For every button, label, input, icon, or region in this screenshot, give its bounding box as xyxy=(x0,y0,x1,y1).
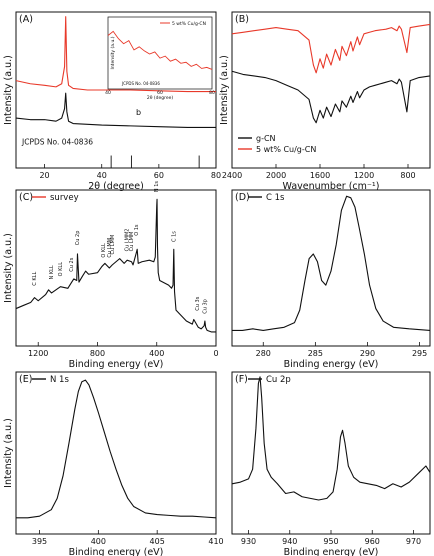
series-line-5-wt-cu-g-cn xyxy=(231,23,431,74)
plot-frame xyxy=(15,371,217,535)
x-tick-label: 800 xyxy=(90,349,105,358)
x-tick-label: 410 xyxy=(208,537,223,546)
legend-label: 5 wt% Cu/g-CN xyxy=(256,145,316,154)
inset-frame xyxy=(107,16,213,90)
series-line-n-1s xyxy=(16,379,217,519)
x-tick-label: 20 xyxy=(39,171,49,180)
peak-label: O KLL xyxy=(101,243,107,258)
inset-note: JCPDS No. 04-0836 xyxy=(121,81,160,86)
inset-plot: 40 60 80 2θ (degree) Intensity (a.u.) 5 wt% C… xyxy=(105,16,215,101)
inset-legend-text: 5 wt% Cu/g-CN xyxy=(172,21,206,27)
y-axis-label: Intensity (a.u.) xyxy=(3,418,14,488)
panel-e: 395 400 405 410 Binding energy (eV) Intensity… xyxy=(3,371,224,556)
x-tick-label: 930 xyxy=(241,537,256,546)
peak-label: Cu LMM2 xyxy=(125,229,131,252)
y-axis-label: Intensity (a.u.) xyxy=(219,55,230,125)
panel-label: (F) xyxy=(235,374,248,385)
x-tick-label: 0 xyxy=(213,349,218,358)
series-line-survey xyxy=(15,198,216,333)
x-tick-label: 970 xyxy=(406,537,421,546)
legend-label: g-CN xyxy=(256,134,276,143)
legend-label: survey xyxy=(50,193,79,203)
x-tick-label: 800 xyxy=(400,171,415,180)
x-axis-label: Binding energy (eV) xyxy=(284,359,379,370)
x-tick-label: 60 xyxy=(154,171,164,180)
y-axis-label: Intensity (a.u.) xyxy=(3,55,14,125)
peak-label: Cu LMM xyxy=(107,238,113,258)
panel-label: (E) xyxy=(19,374,32,385)
x-tick-label: 1600 xyxy=(310,171,330,180)
panel-d: 280 285 290 295 Binding energy (eV) (D) C 1s xyxy=(231,189,431,370)
x-tick-label: 960 xyxy=(365,537,380,546)
panel-c: 1200 800 400 0 Binding energy (eV) Intensity … xyxy=(3,181,219,370)
curve-label-b: b xyxy=(136,108,141,117)
inset-x-tick-label: 60 xyxy=(157,90,163,96)
x-axis-label: Binding energy (eV) xyxy=(69,359,164,370)
series-line-c-1s xyxy=(232,195,431,331)
plot-frame xyxy=(15,11,217,169)
inset-x-tick-label: 80 xyxy=(209,90,215,96)
legend-label: N 1s xyxy=(50,375,69,385)
panel-label: (B) xyxy=(235,14,249,25)
peak-label: Cu 3p xyxy=(202,299,208,314)
x-tick-label: 940 xyxy=(282,537,297,546)
inset-x-axis-label: 2θ (degree) xyxy=(147,95,174,101)
peak-label: N KLL xyxy=(49,265,55,279)
peak-label: C 1s xyxy=(171,231,177,242)
panel-label: (D) xyxy=(235,192,250,203)
plot-frame xyxy=(15,189,217,347)
legend-label: C 1s xyxy=(266,193,285,203)
panel-label: (C) xyxy=(19,192,33,203)
x-tick-label: 280 xyxy=(256,349,271,358)
x-tick-label: 80 xyxy=(211,171,221,180)
peak-label: Cu LMM xyxy=(129,232,135,252)
x-tick-label: 1200 xyxy=(28,349,48,358)
series-line-g-cn xyxy=(231,70,431,124)
series-line-b xyxy=(15,92,216,128)
peak-label: O 1s xyxy=(134,224,140,236)
x-tick-label: 2400 xyxy=(222,171,242,180)
x-tick-label: 295 xyxy=(412,349,427,358)
x-tick-label: 1200 xyxy=(354,171,374,180)
x-tick-label: 285 xyxy=(308,349,323,358)
peak-label: Cu LMM xyxy=(110,235,116,255)
x-tick-label: 400 xyxy=(91,537,106,546)
x-tick-label: 2000 xyxy=(266,171,286,180)
x-tick-label: 290 xyxy=(360,349,375,358)
x-axis-label: Binding energy (eV) xyxy=(284,547,379,556)
y-axis-label: Intensity (a.u.) xyxy=(3,233,14,303)
reference-label: JCPDS No. 04-0836 xyxy=(21,138,93,147)
inset-series-line xyxy=(107,30,213,70)
x-tick-label: 40 xyxy=(97,171,107,180)
peak-label: Cu 3s xyxy=(195,296,201,310)
x-tick-label: 400 xyxy=(149,349,164,358)
x-tick-label: 950 xyxy=(323,537,338,546)
legend-label: Cu 2p xyxy=(266,375,291,385)
plot-frame xyxy=(231,189,431,347)
panel-b: 2400 2000 1600 1200 800 Wavenumber (cm⁻¹) Inte… xyxy=(219,11,431,192)
x-tick-label: 405 xyxy=(150,537,165,546)
panel-label: (A) xyxy=(19,14,33,25)
peak-label: C KLL xyxy=(32,272,38,286)
x-axis-label: Binding energy (eV) xyxy=(69,547,164,556)
series-line-cu-2p xyxy=(231,376,431,501)
inset-x-tick-label: 40 xyxy=(105,90,111,96)
x-tick-label: 395 xyxy=(32,537,47,546)
x-axis-label: 2θ (degree) xyxy=(88,181,144,192)
x-axis-label: Wavenumber (cm⁻¹) xyxy=(283,181,380,192)
peak-label: Cu 2s xyxy=(69,257,75,271)
panel-f: 930 940 950 960 970 Binding energy (eV) (F) Cu … xyxy=(231,371,431,556)
inset-y-axis-label: Intensity (a.u.) xyxy=(110,36,116,69)
peak-label: N 1s xyxy=(154,181,160,193)
plot-frame xyxy=(231,11,431,169)
peak-label: Cu 2p xyxy=(75,231,81,246)
series-line-a xyxy=(15,16,216,93)
peak-label: O KLL xyxy=(58,262,64,277)
